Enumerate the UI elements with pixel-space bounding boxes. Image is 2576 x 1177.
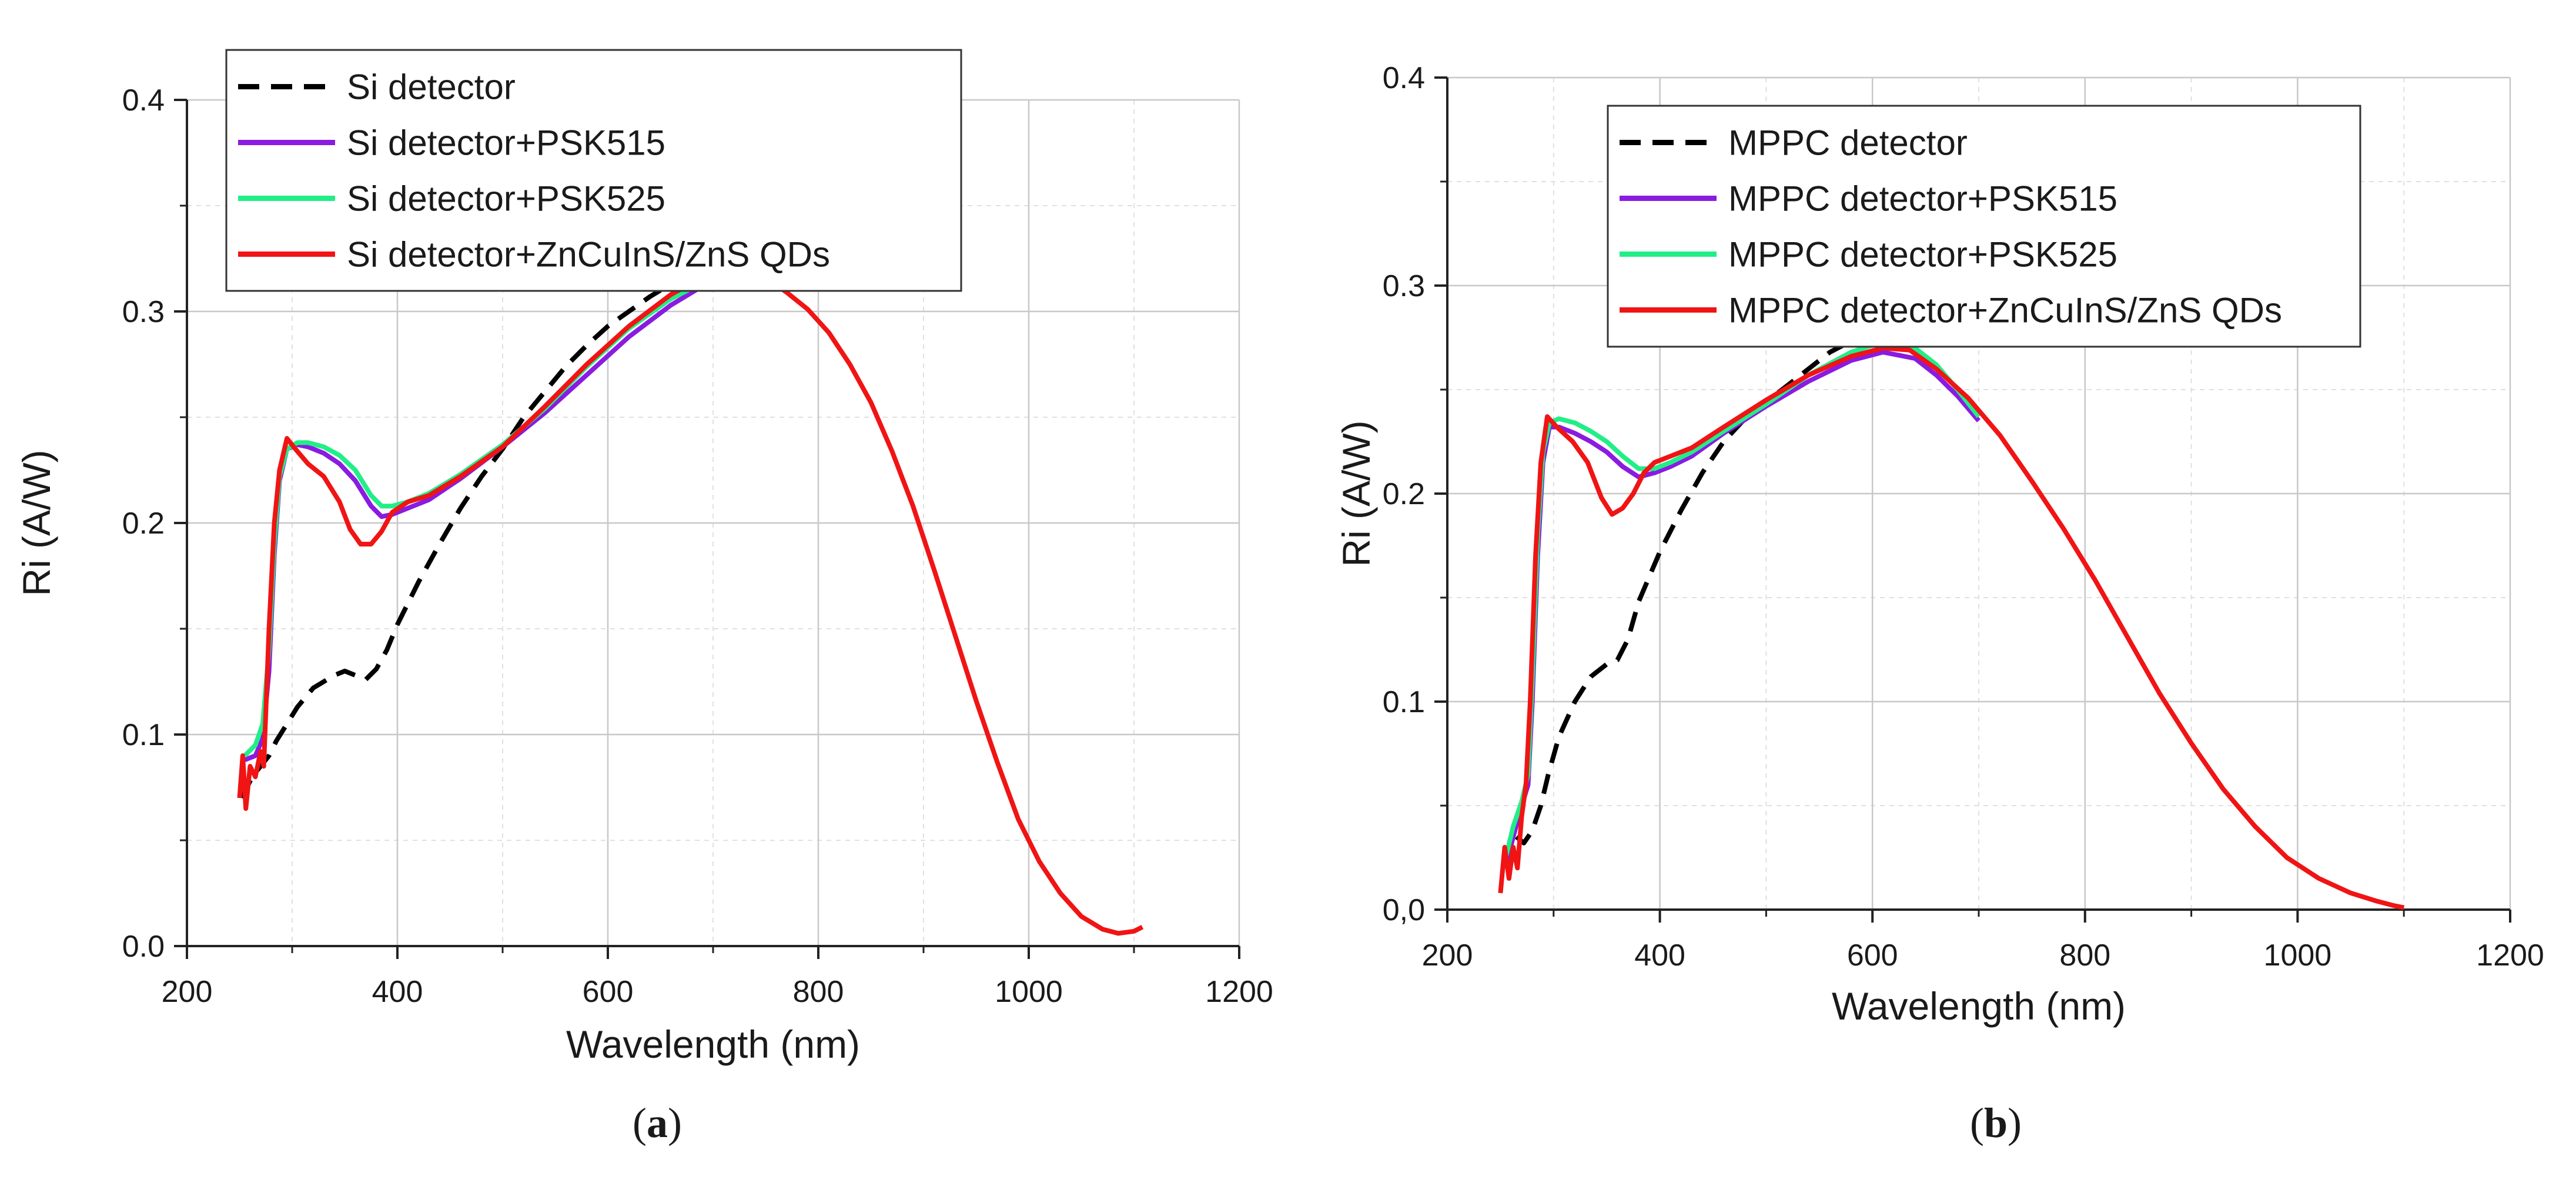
legend-label: MPPC detector+PSK525 <box>1728 235 2117 274</box>
caption-open: ( <box>633 1099 647 1146</box>
y-tick-label: 0.4 <box>122 83 165 118</box>
legend-label: MPPC detector <box>1728 123 1968 163</box>
x-tick-label: 400 <box>372 975 423 1009</box>
y-tick-label: 0.3 <box>122 295 165 329</box>
y-tick-label: 0,0 <box>1383 893 1425 927</box>
y-axis-title: Ri (A/W) <box>1334 420 1378 566</box>
y-tick-label: 0.2 <box>1383 477 1425 511</box>
panel-caption: (a) <box>633 1099 682 1146</box>
caption-close: ) <box>668 1099 682 1146</box>
series-line-1 <box>1514 337 1858 846</box>
legend: Si detector Si detector+PSK515 Si detector… <box>225 49 962 292</box>
y-tick-label: 0.1 <box>1383 685 1425 719</box>
x-tick-label: 1000 <box>995 975 1063 1009</box>
y-tick-label: 0.2 <box>122 507 165 541</box>
x-axis-title: Wavelength (nm) <box>1832 984 2126 1028</box>
series-lines <box>1498 337 2404 910</box>
y-tick-label: 0.3 <box>1383 269 1425 303</box>
series-lines <box>237 269 1144 936</box>
caption-open: ( <box>1970 1099 1984 1146</box>
y-tick-label: 0.0 <box>122 930 165 964</box>
series-line-4 <box>1498 346 2404 910</box>
y-axis-title: Ri (A/W) <box>15 450 58 596</box>
chart-b: 200 400 600 800 1000 1200 0,0 0.1 0.2 0.3 0.4 Wavel… <box>1334 61 2544 1146</box>
caption-letter: b <box>1984 1099 2008 1146</box>
x-tick-label: 200 <box>162 975 213 1009</box>
x-tick-label: 600 <box>583 975 634 1009</box>
legend-label: Si detector+ZnCuInS/ZnS QDs <box>347 235 830 274</box>
x-tick-label: 800 <box>793 975 844 1009</box>
legend-label: MPPC detector+PSK515 <box>1728 179 2117 219</box>
legend-label: MPPC detector+ZnCuInS/ZnS QDs <box>1728 291 2282 330</box>
series-line-1 <box>239 288 662 799</box>
series-line-4 <box>237 269 1144 936</box>
y-tick-label: 0.1 <box>122 718 165 752</box>
caption-letter: a <box>647 1099 668 1146</box>
x-tick-label: 200 <box>1422 938 1473 973</box>
legend: MPPC detector MPPC detector+PSK515 MPPC de… <box>1607 105 2361 348</box>
x-tick-label: 1200 <box>2476 938 2544 973</box>
panel-caption: (b) <box>1970 1099 2022 1146</box>
series-line-3 <box>1503 339 1981 859</box>
caption-close: ) <box>2008 1099 2022 1146</box>
legend-label: Si detector <box>347 68 516 107</box>
x-axis-title: Wavelength (nm) <box>566 1022 860 1066</box>
x-tick-label: 600 <box>1847 938 1898 973</box>
legend-label: Si detector+PSK525 <box>347 179 665 219</box>
x-tick-label: 1000 <box>2264 938 2332 973</box>
x-tick-label: 800 <box>2059 938 2110 973</box>
series-line-2 <box>1503 350 1981 869</box>
x-tick-label: 1200 <box>1205 975 1273 1009</box>
x-tick-label: 400 <box>1634 938 1685 973</box>
legend-box <box>1607 105 2361 348</box>
legend-label: Si detector+PSK515 <box>347 123 665 163</box>
y-tick-label: 0.4 <box>1383 61 1425 95</box>
legend-box <box>225 49 962 292</box>
chart-a: 200 400 600 800 1000 1200 0.0 0.1 0.2 0.3 0.4 Wavel… <box>15 49 1273 1146</box>
